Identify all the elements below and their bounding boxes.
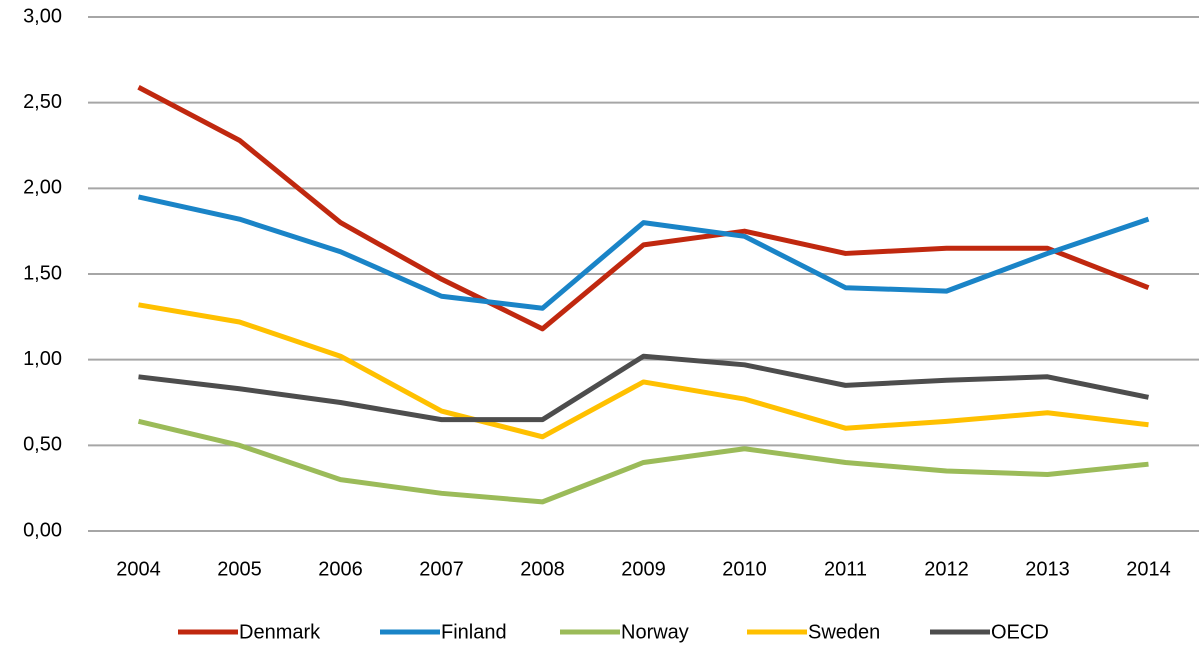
data-line — [138, 302, 1149, 440]
x-tick-label: 2006 — [318, 558, 363, 580]
x-tick-label: 2007 — [419, 558, 464, 580]
legend-label: Denmark — [239, 621, 321, 643]
x-tick-label: 2011 — [824, 558, 867, 580]
x-tick-label: 2013 — [1025, 558, 1070, 580]
x-tick-label: 2008 — [520, 558, 565, 580]
y-tick-label: 3,00 — [23, 5, 62, 27]
x-tick-label: 2009 — [621, 558, 666, 580]
x-tick-label: 2004 — [116, 558, 161, 580]
legend-label: Norway — [621, 621, 689, 643]
y-tick-label: 1,00 — [23, 348, 62, 370]
data-line — [138, 353, 1149, 423]
y-tick-label: 2,00 — [23, 177, 62, 199]
x-tick-label: 2005 — [217, 558, 262, 580]
data-line — [137, 418, 1149, 505]
x-tick-label: 2010 — [722, 558, 767, 580]
legend-label: OECD — [991, 621, 1049, 643]
y-tick-label: 0,50 — [23, 434, 62, 456]
data-line — [137, 85, 1150, 332]
data-line — [137, 194, 1150, 311]
y-tick-label: 1,50 — [23, 262, 62, 284]
y-tick-label: 2,50 — [23, 91, 62, 113]
y-tick-label: 0,00 — [23, 519, 62, 541]
legend-label: Finland — [441, 621, 507, 643]
x-tick-label: 2012 — [924, 558, 969, 580]
x-tick-label: 2014 — [1126, 558, 1171, 580]
legend-label: Sweden — [808, 621, 880, 643]
